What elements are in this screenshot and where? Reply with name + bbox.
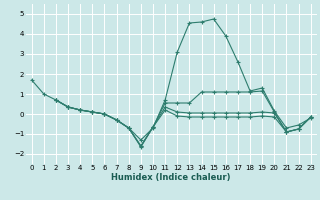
X-axis label: Humidex (Indice chaleur): Humidex (Indice chaleur) [111, 173, 231, 182]
